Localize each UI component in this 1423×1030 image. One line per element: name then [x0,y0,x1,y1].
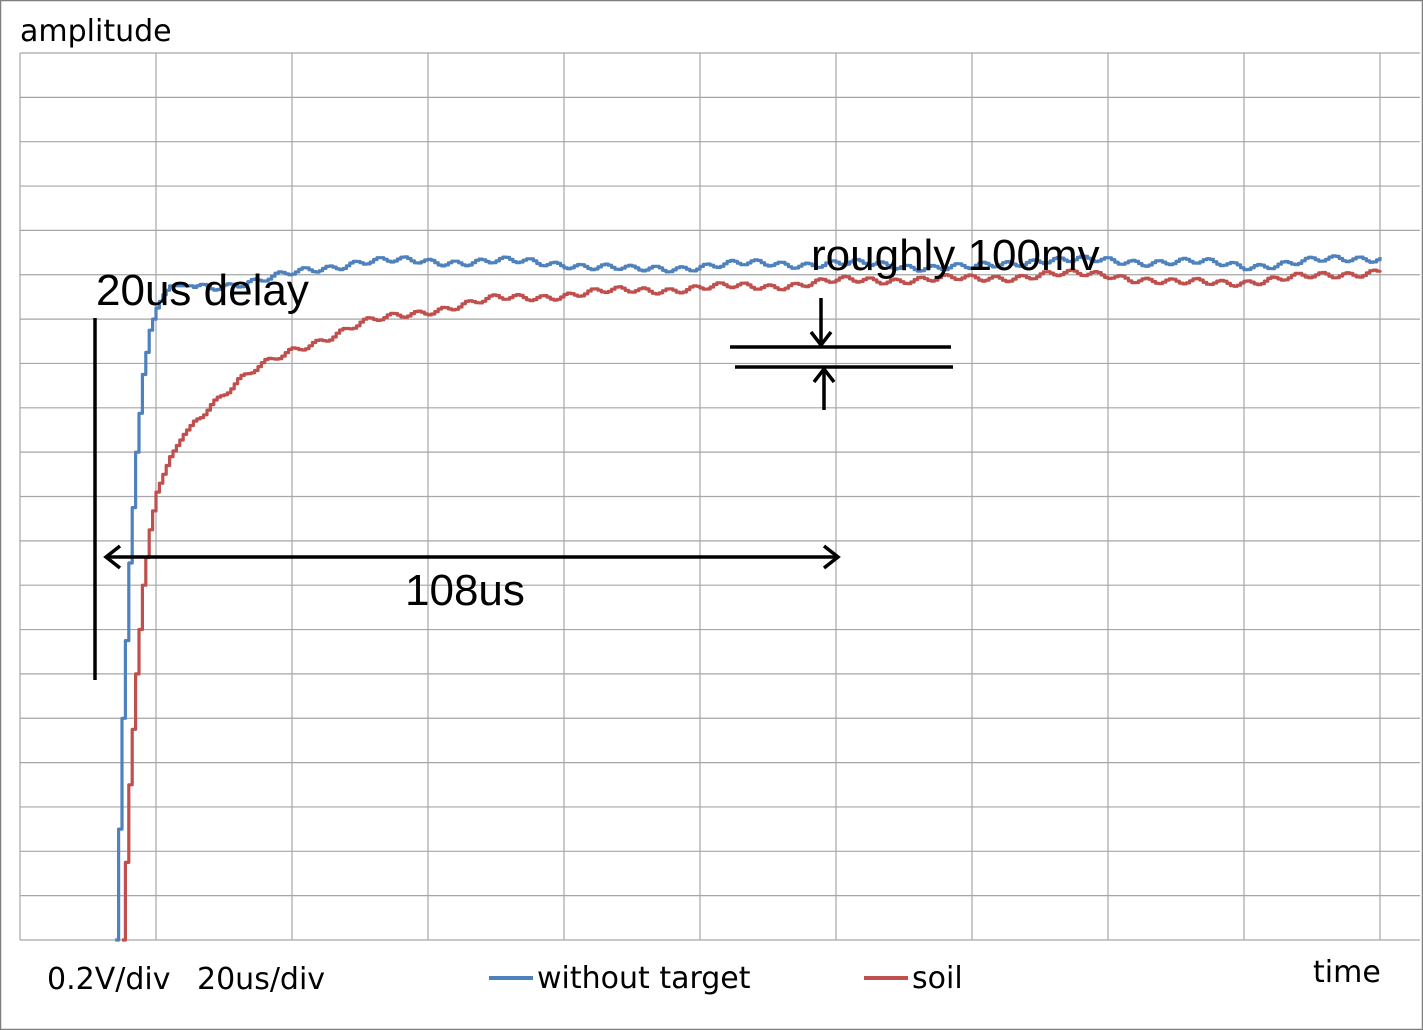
annotation-delay: 20us delay [96,266,309,315]
legend-swatch-without-target [489,976,533,980]
volts-per-div-label: 0.2V/div [47,962,171,997]
legend-label-without-target: without target [537,960,751,996]
offset-arrow-up-head [812,366,836,384]
plot-grid [19,52,1420,941]
annotation-offset: roughly 100mv [811,231,1100,280]
period-arrow-head-right [822,544,841,570]
legend-item-soil: soil [864,960,963,996]
series-line-without-target [115,254,1382,942]
series-layer [115,254,1382,942]
offset-arrow-down-head [809,330,833,348]
legend-label-soil: soil [912,960,963,996]
series-line-soil [122,268,1382,942]
period-arrow-head-left [103,544,122,570]
legend-swatch-soil [864,976,908,980]
legend-item-without-target: without target [489,960,751,996]
annotation-markers [93,298,953,680]
time-per-div-label: 20us/div [197,962,326,997]
y-axis-label: amplitude [20,14,172,49]
annotation-period: 108us [405,566,525,615]
x-axis-label: time [1313,955,1381,990]
